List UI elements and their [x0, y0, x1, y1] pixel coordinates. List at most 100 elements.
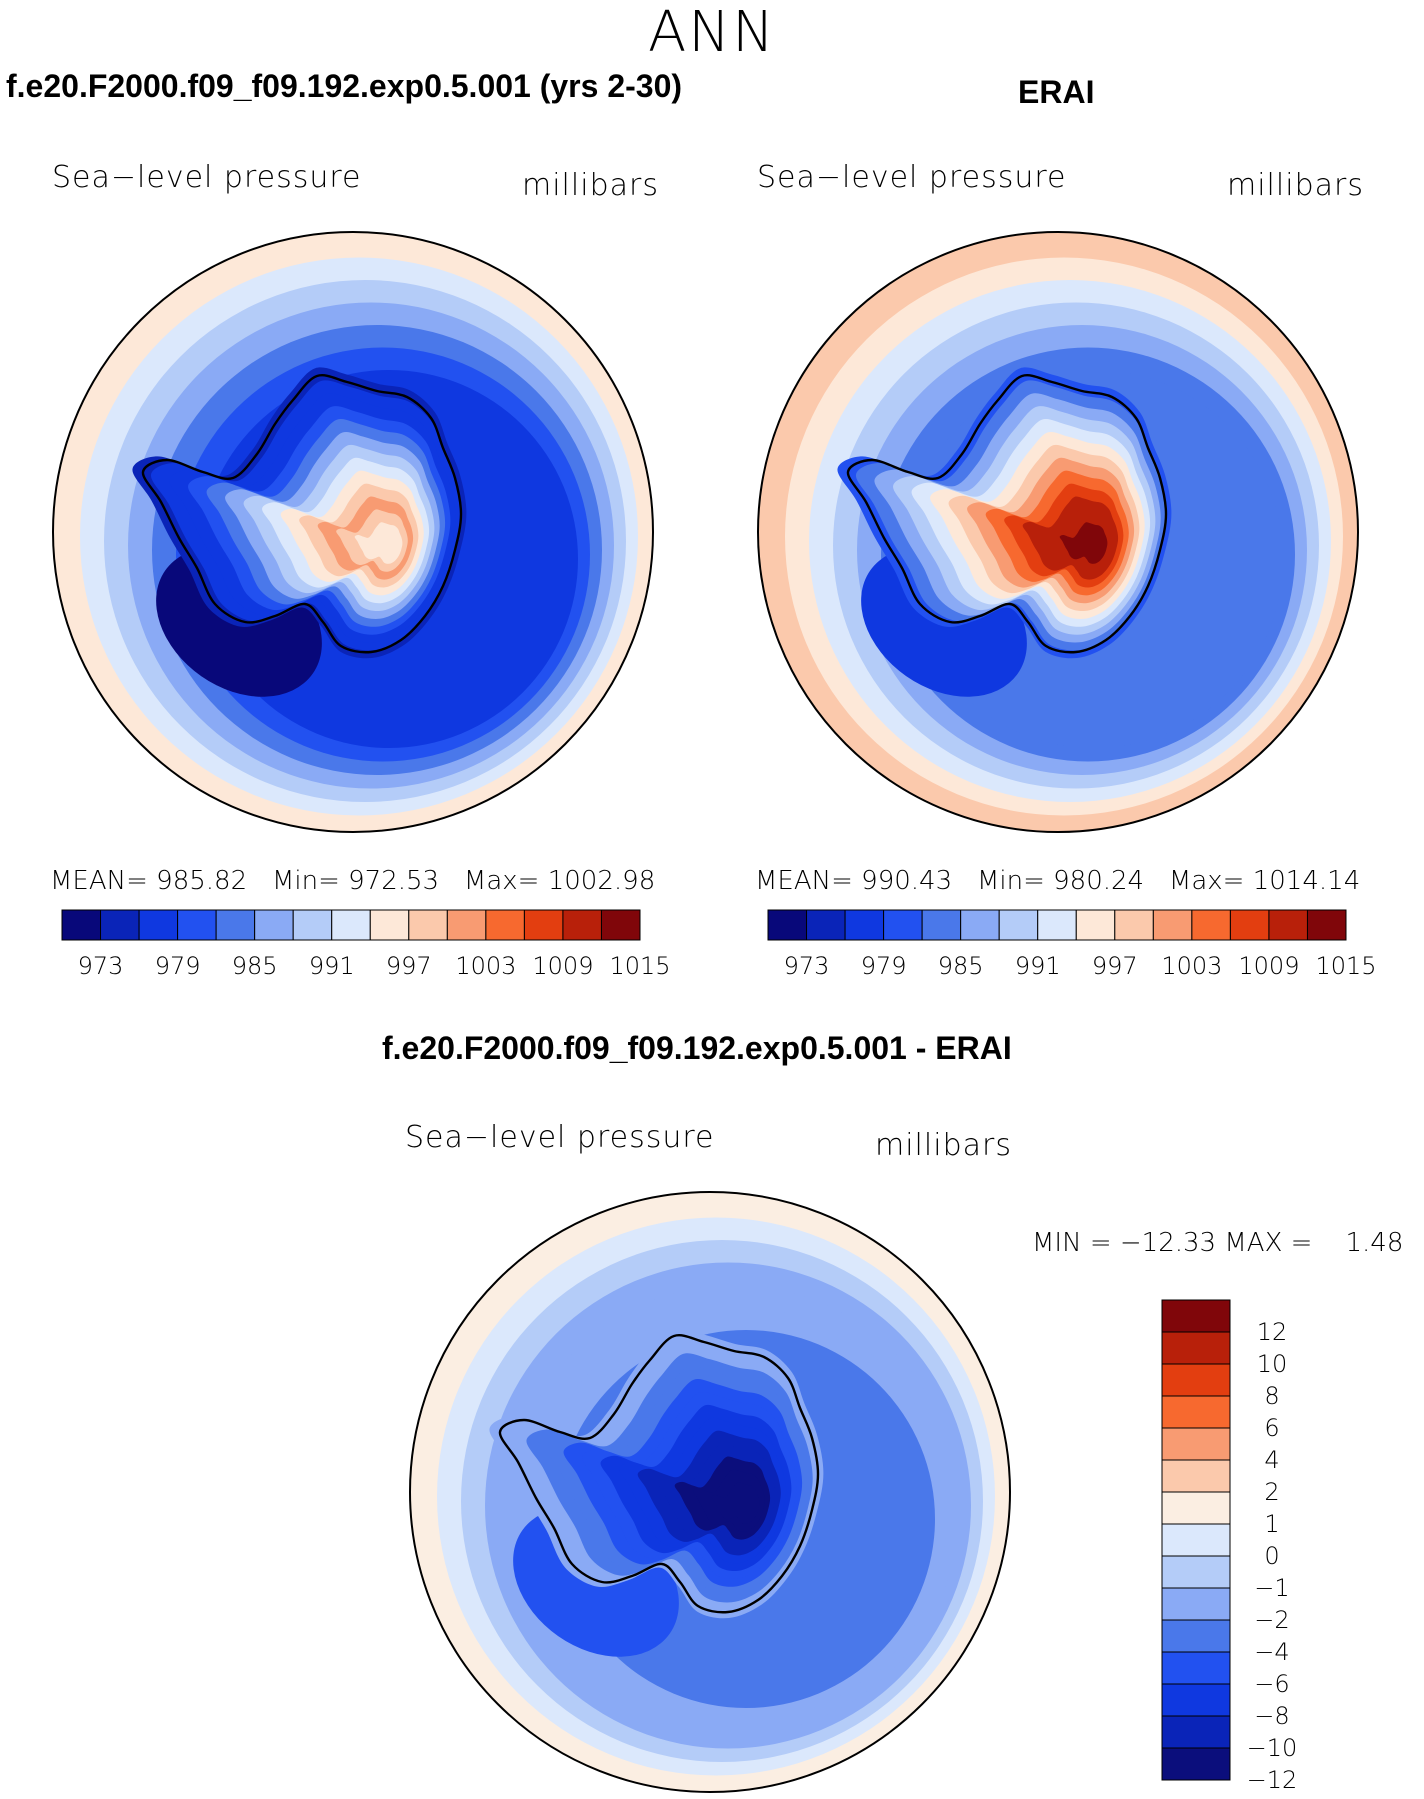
diff-colorbar-swatch-8	[1161, 1555, 1231, 1589]
diff-colorbar-tick-label: −4	[1254, 1638, 1289, 1666]
obs-colorbar-tick-label: 991	[1015, 952, 1061, 980]
model-colorbar-tick-label: 991	[309, 952, 355, 980]
model-colorbar-swatch-10	[446, 909, 487, 941]
diff-colorbar-swatch-10	[1161, 1619, 1231, 1653]
model-colorbar-swatch-9	[408, 909, 448, 941]
obs-colorbar-swatch-7	[1037, 909, 1077, 941]
diff-colorbar-tick-label: 10	[1257, 1350, 1288, 1378]
diff-colorbar-swatch-14	[1161, 1747, 1231, 1781]
model-colorbar: 973 979 985 991 997 1003 1009 1015	[61, 909, 671, 980]
model-max-label: Max=	[463, 866, 540, 896]
diff-colorbar-tick-label: −6	[1254, 1670, 1289, 1698]
model-panel-title: f.e20.F2000.f09_f09.192.exp0.5.001 (yrs …	[6, 68, 683, 104]
obs-variable-label: Sea−level pressure	[757, 160, 1067, 195]
diff-colorbar-tick-label: 6	[1264, 1414, 1279, 1442]
model-max-value: 1002.98	[547, 866, 656, 896]
diff-interior-contour-12	[711, 1482, 760, 1524]
obs-map-border	[757, 231, 1359, 833]
model-polar-map	[52, 231, 654, 833]
model-interior-contour-12	[354, 522, 403, 564]
obs-min-value: 980.24	[1053, 866, 1145, 896]
diff-colorbar-tick-label: −8	[1254, 1702, 1289, 1730]
obs-colorbar-swatch-5	[960, 909, 1000, 941]
obs-min-label: Min=	[976, 866, 1045, 896]
obs-colorbar: 973 979 985 991 997 1003 1009 1015	[767, 909, 1377, 980]
diff-map-border	[409, 1191, 1011, 1793]
diff-stats: MIN = −12.33 MAX = 1.48	[1032, 1228, 1404, 1258]
model-colorbar-swatch-3	[177, 909, 217, 941]
model-colorbar-swatch-0	[61, 909, 102, 941]
obs-colorbar-swatch-3	[883, 909, 923, 941]
obs-polar-map	[757, 231, 1359, 833]
model-colorbar-tick-label: 997	[386, 952, 432, 980]
model-colorbar-tick-label: 1003	[455, 952, 516, 980]
obs-colorbar-swatch-9	[1114, 909, 1154, 941]
model-mean-value: 985.82	[156, 866, 248, 896]
diff-colorbar-swatch-6	[1161, 1491, 1231, 1525]
obs-colorbar-swatch-0	[767, 909, 808, 941]
model-colorbar-swatch-4	[215, 909, 256, 941]
diff-panel-title: f.e20.F2000.f09_f09.192.exp0.5.001 - ERA…	[382, 1030, 1012, 1066]
obs-colorbar-swatch-12	[1229, 909, 1270, 941]
diff-colorbar-swatch-11	[1161, 1651, 1231, 1685]
model-colorbar-tick-label: 973	[78, 952, 124, 980]
diff-colorbar-swatch-2	[1161, 1363, 1231, 1397]
obs-colorbar-tick-label: 973	[784, 952, 830, 980]
obs-colorbar-swatch-2	[844, 909, 885, 941]
obs-colorbar-swatch-13	[1268, 909, 1308, 941]
model-colorbar-tick-label: 1015	[609, 952, 670, 980]
model-min-value: 972.53	[348, 866, 440, 896]
model-stats: MEAN= 985.82 Min= 972.53 Max= 1002.98	[50, 866, 655, 896]
figure-title: ANN	[647, 0, 777, 65]
model-coastline	[141, 374, 463, 654]
obs-colorbar-tick-label: 1003	[1161, 952, 1222, 980]
model-colorbar-swatch-2	[138, 909, 179, 941]
diff-coastline	[498, 1334, 820, 1614]
obs-colorbar-swatch-8	[1075, 909, 1116, 941]
model-map-border	[52, 231, 654, 833]
obs-interior-contour-12	[1059, 522, 1108, 564]
diff-variable-label: Sea−level pressure	[405, 1120, 715, 1155]
model-colorbar-swatch-11	[485, 909, 525, 941]
obs-colorbar-swatch-10	[1152, 909, 1193, 941]
obs-max-value: 1014.14	[1252, 866, 1361, 896]
diff-colorbar-swatch-1	[1161, 1331, 1231, 1365]
obs-max-label: Max=	[1168, 866, 1245, 896]
diff-colorbar-swatch-0	[1161, 1299, 1231, 1333]
model-colorbar-swatch-8	[369, 909, 410, 941]
obs-colorbar-swatch-11	[1191, 909, 1231, 941]
diff-colorbar-tick-label: 8	[1264, 1382, 1279, 1410]
diff-colorbar-swatch-5	[1161, 1459, 1231, 1493]
obs-colorbar-swatch-6	[998, 909, 1039, 941]
diff-colorbar-swatch-12	[1161, 1683, 1231, 1717]
obs-colorbar-swatch-4	[921, 909, 962, 941]
obs-colorbar-swatch-14	[1306, 909, 1347, 941]
model-colorbar-swatch-5	[254, 909, 294, 941]
diff-colorbar-swatch-7	[1161, 1523, 1231, 1557]
model-min-label: Min=	[271, 866, 340, 896]
model-variable-label: Sea−level pressure	[52, 160, 362, 195]
obs-panel-title: ERAI	[1018, 74, 1095, 110]
obs-mean-label: MEAN=	[755, 866, 853, 896]
obs-mean-value: 990.43	[861, 866, 953, 896]
model-colorbar-swatch-6	[292, 909, 333, 941]
diff-colorbar-tick-label: −2	[1254, 1606, 1289, 1634]
diff-colorbar-tick-label: −1	[1254, 1574, 1289, 1602]
obs-units-label: millibars	[1227, 168, 1364, 203]
model-colorbar-tick-label: 985	[232, 952, 278, 980]
model-colorbar-tick-label: 979	[155, 952, 201, 980]
model-colorbar-swatch-7	[331, 909, 371, 941]
diff-colorbar-tick-label: 2	[1264, 1478, 1279, 1506]
obs-colorbar-tick-label: 1015	[1315, 952, 1376, 980]
diff-colorbar-swatch-13	[1161, 1715, 1231, 1749]
model-colorbar-tick-label: 1009	[532, 952, 593, 980]
obs-colorbar-tick-label: 1009	[1238, 952, 1299, 980]
diff-colorbar-swatch-3	[1161, 1395, 1231, 1429]
diff-colorbar-tick-label: 1	[1264, 1510, 1279, 1538]
obs-colorbar-swatch-1	[806, 909, 846, 941]
diff-colorbar-tick-label: −10	[1247, 1734, 1298, 1762]
obs-coastline	[846, 374, 1168, 654]
diff-colorbar-tick-label: −12	[1247, 1766, 1298, 1794]
obs-colorbar-tick-label: 985	[938, 952, 984, 980]
